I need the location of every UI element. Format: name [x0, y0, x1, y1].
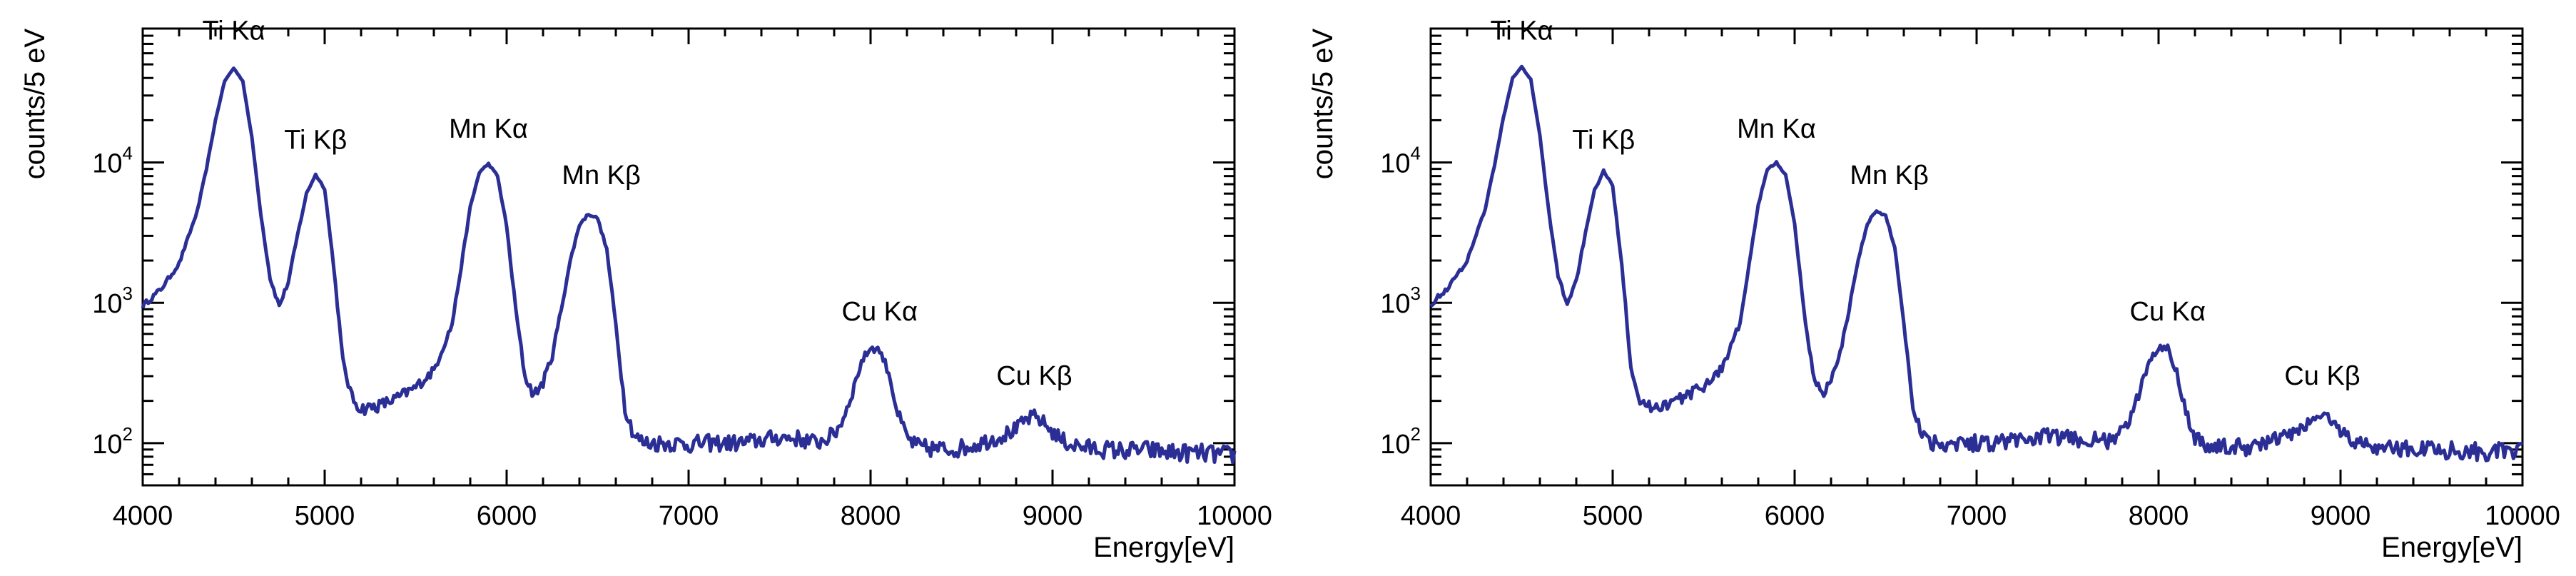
y-tick-label: 104	[92, 143, 133, 179]
chart-panel-left: 4000 5000 6000 7000 8000 9000 10000 102 103 104 En…	[19, 16, 1272, 563]
peak-label: Ti Kβ	[284, 126, 347, 156]
plot-frame	[141, 27, 1236, 487]
x-tick-label: 8000	[841, 501, 901, 531]
y-tick-label: 103	[1380, 283, 1421, 319]
chart-panel-right: 4000 5000 6000 7000 8000 9000 10000 102 103 104 En…	[1288, 0, 2576, 576]
x-tick-label: 9000	[2311, 501, 2371, 531]
series-line	[141, 66, 1237, 465]
x-tick-label: 10000	[1197, 501, 1272, 531]
peak-label: Cu Kβ	[2284, 361, 2360, 391]
y-tick-label: 102	[1380, 423, 1421, 460]
x-tick-label: 4000	[113, 501, 173, 531]
peak-label: Cu Kα	[842, 297, 918, 327]
peak-label: Mn Kβ	[562, 161, 641, 191]
x-tick-label: 5000	[295, 501, 355, 531]
peak-label: Ti Kβ	[1572, 126, 1635, 156]
series-line	[1429, 64, 2524, 463]
y-axis-title: counts/5 eV	[19, 29, 51, 180]
peak-label: Mn Kα	[1737, 114, 1816, 144]
y-tick-label: 104	[1380, 143, 1421, 179]
peak-label: Ti Kα	[1490, 16, 1553, 46]
x-tick-label: 7000	[1947, 501, 2007, 531]
x-tick-label: 4000	[1401, 501, 1461, 531]
x-tick-label: 7000	[659, 501, 719, 531]
chart-svg: 4000 5000 6000 7000 8000 9000 10000 102 103 104 En…	[19, 16, 1272, 563]
x-axis-title: Energy[eV]	[2381, 532, 2522, 563]
peak-label: Cu Kβ	[996, 361, 1072, 391]
peak-label: Mn Kα	[449, 114, 528, 144]
x-tick-label: 6000	[477, 501, 537, 531]
x-tick-label: 5000	[1583, 501, 1643, 531]
x-tick-label: 9000	[1023, 501, 1083, 531]
y-tick-label: 102	[92, 423, 133, 460]
peak-label: Mn Kβ	[1850, 161, 1929, 191]
y-axis-title: counts/5 eV	[1307, 29, 1339, 180]
peak-label: Ti Kα	[202, 16, 265, 46]
x-tick-label: 8000	[2129, 501, 2189, 531]
x-tick-label: 6000	[1765, 501, 1825, 531]
x-tick-label: 10000	[2485, 501, 2560, 531]
plot-frame	[1429, 27, 2524, 487]
x-axis-title: Energy[eV]	[1093, 532, 1234, 563]
peak-label: Cu Kα	[2130, 297, 2206, 327]
chart-svg: 4000 5000 6000 7000 8000 9000 10000 102 103 104 En…	[1307, 16, 2560, 563]
y-tick-label: 103	[92, 283, 133, 319]
